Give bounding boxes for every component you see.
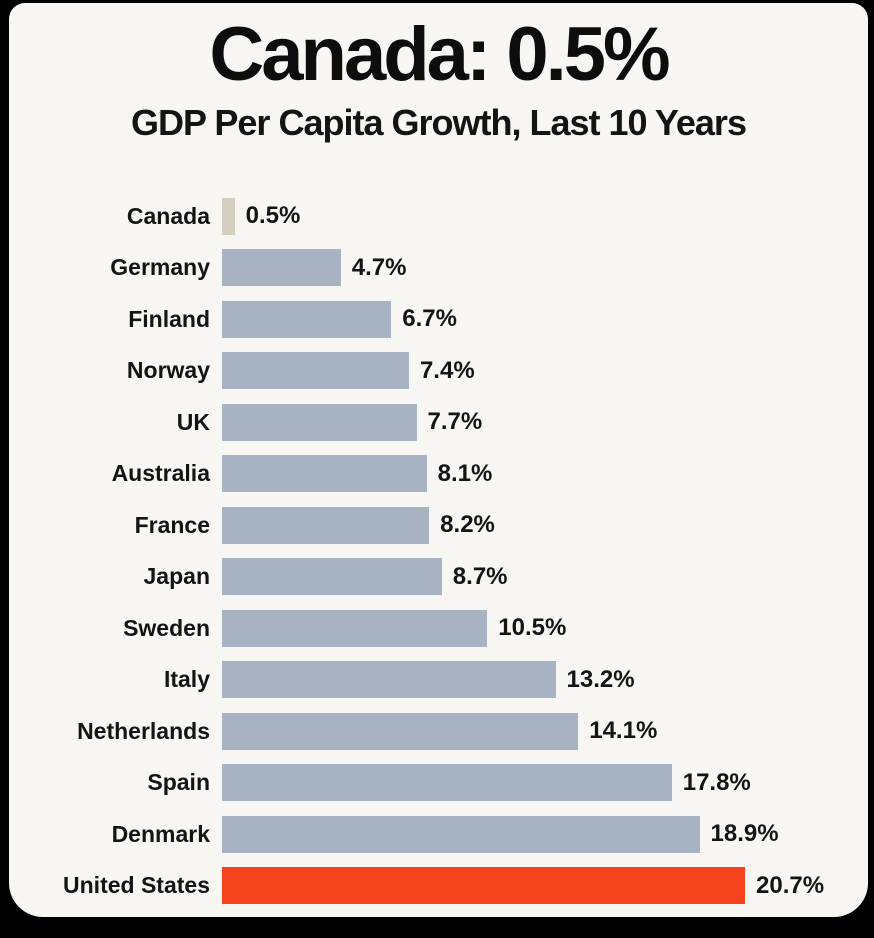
- value-label: 18.9%: [710, 820, 779, 848]
- category-label: Germany: [110, 254, 210, 281]
- bar-track: 20.7%: [222, 867, 868, 905]
- bar: [222, 455, 427, 493]
- bar-row: France 8.2%: [9, 500, 868, 552]
- bar-track: 8.1%: [222, 455, 868, 493]
- category-label: Australia: [111, 460, 210, 487]
- value-label: 14.1%: [589, 717, 658, 745]
- bar: [222, 506, 430, 544]
- value-label: 8.7%: [452, 562, 508, 590]
- chart-card: Canada: 0.5% GDP Per Capita Growth, Last…: [9, 3, 868, 917]
- bar-row: Australia 8.1%: [9, 448, 868, 500]
- bar-row: Spain 17.8%: [9, 757, 868, 809]
- bar-track: 6.7%: [222, 300, 868, 338]
- bar: [222, 197, 235, 235]
- bar-row: Germany 4.7%: [9, 242, 868, 294]
- bar: [222, 249, 341, 287]
- category-label: Norway: [126, 357, 210, 384]
- bar-track: 0.5%: [222, 197, 868, 235]
- value-label: 8.1%: [437, 459, 493, 487]
- value-label: 0.5%: [245, 202, 301, 230]
- bar-row: United States 20.7%: [9, 860, 868, 912]
- category-label: France: [134, 511, 210, 538]
- bar-row: Italy 13.2%: [9, 654, 868, 706]
- category-label: Finland: [128, 305, 210, 332]
- bar-track: 4.7%: [222, 249, 868, 287]
- bar-row: Denmark 18.9%: [9, 809, 868, 861]
- bar: [222, 558, 442, 596]
- category-label: UK: [176, 408, 210, 435]
- category-label: Italy: [163, 666, 210, 693]
- bar-track: 18.9%: [222, 815, 868, 853]
- bar: [222, 403, 417, 441]
- bar-track: 17.8%: [222, 764, 868, 802]
- bar: [222, 661, 556, 699]
- bar: [222, 352, 409, 390]
- value-label: 17.8%: [682, 768, 751, 796]
- bar: [222, 815, 700, 853]
- bar: [222, 609, 488, 647]
- bar: [222, 300, 392, 338]
- value-label: 8.2%: [440, 511, 495, 539]
- chart-subtitle: GDP Per Capita Growth, Last 10 Years: [131, 102, 747, 143]
- category-label: Canada: [126, 202, 210, 229]
- chart-title: Canada: 0.5%: [209, 12, 670, 97]
- bar: [222, 764, 672, 802]
- value-label: 7.7%: [427, 408, 483, 436]
- value-label: 4.7%: [351, 253, 407, 281]
- bar-track: 10.5%: [222, 609, 868, 647]
- value-label: 13.2%: [566, 665, 635, 693]
- value-label: 20.7%: [756, 871, 825, 899]
- category-label: Japan: [143, 563, 210, 590]
- category-label: Spain: [147, 769, 210, 796]
- category-label: United States: [63, 872, 210, 899]
- bar-row: Norway 7.4%: [9, 345, 868, 397]
- bar-row: Japan 8.7%: [9, 551, 868, 603]
- category-label: Sweden: [123, 614, 210, 641]
- bar-track: 7.7%: [222, 403, 868, 441]
- value-label: 10.5%: [498, 614, 567, 642]
- value-label: 7.4%: [419, 356, 475, 384]
- bar-row: UK 7.7%: [9, 397, 868, 449]
- bar: [222, 712, 579, 750]
- bar-row: Netherlands 14.1%: [9, 706, 868, 758]
- bar-row: Sweden 10.5%: [9, 603, 868, 655]
- bar: [222, 867, 745, 905]
- bar-track: 8.7%: [222, 558, 868, 596]
- bar-row: Canada 0.5%: [9, 191, 868, 243]
- value-label: 6.7%: [402, 305, 457, 333]
- bar-row: Finland 6.7%: [9, 294, 868, 346]
- bar-track: 13.2%: [222, 661, 868, 699]
- bar-track: 14.1%: [222, 712, 868, 750]
- bar-rows: Canada 0.5% Germany 4.7% Finland 6.7% No…: [9, 191, 868, 912]
- bar-track: 8.2%: [222, 506, 868, 544]
- bar-track: 7.4%: [222, 352, 868, 390]
- category-label: Denmark: [111, 820, 210, 847]
- category-label: Netherlands: [77, 717, 210, 744]
